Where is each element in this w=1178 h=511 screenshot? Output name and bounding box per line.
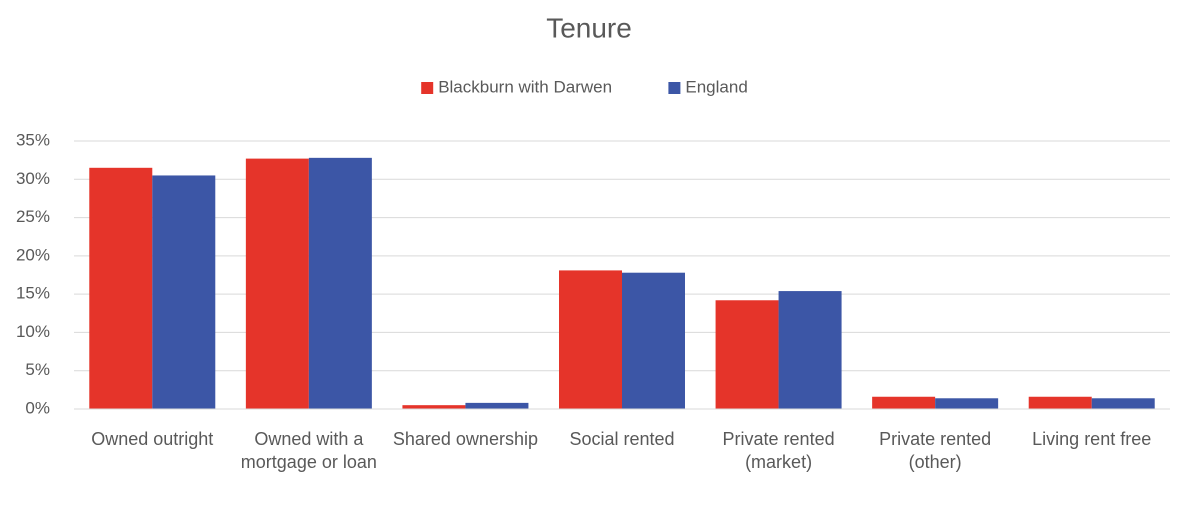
y-tick-label: 30% xyxy=(16,169,50,188)
x-tick-label: Private rented (other) xyxy=(879,429,992,472)
y-tick-label: 15% xyxy=(16,284,50,303)
legend-label: Blackburn with Darwen xyxy=(438,77,612,96)
y-tick-label: 25% xyxy=(16,207,50,226)
x-tick-label: Private rented (market) xyxy=(722,429,835,472)
x-tick-label: Owned with a mortgage or loan xyxy=(240,429,377,472)
y-tick-label: 10% xyxy=(16,322,50,341)
bar xyxy=(308,157,372,409)
bar xyxy=(559,270,622,409)
bar xyxy=(402,405,466,409)
bar xyxy=(622,272,685,409)
bar xyxy=(1028,396,1092,409)
y-tick-label: 35% xyxy=(16,130,50,149)
x-tick-label: Owned outright xyxy=(91,429,214,449)
x-tick-label: Social rented xyxy=(569,429,675,449)
legend-label: England xyxy=(685,77,747,96)
y-tick-label: 20% xyxy=(16,245,50,264)
bar xyxy=(465,402,529,409)
bar xyxy=(935,398,999,409)
bar xyxy=(715,300,779,409)
legend-swatch xyxy=(421,82,434,94)
legend-swatch xyxy=(668,82,681,94)
bar xyxy=(778,291,842,409)
chart-title: Tenure xyxy=(546,12,632,43)
x-tick-label: Shared ownership xyxy=(392,429,538,449)
y-tick-label: 0% xyxy=(25,398,50,417)
bar xyxy=(245,158,309,409)
bar xyxy=(152,175,216,409)
x-tick-label: Living rent free xyxy=(1032,429,1152,449)
bar xyxy=(89,167,153,409)
bar xyxy=(872,396,936,409)
bar xyxy=(1091,398,1155,409)
y-tick-label: 5% xyxy=(25,360,50,379)
